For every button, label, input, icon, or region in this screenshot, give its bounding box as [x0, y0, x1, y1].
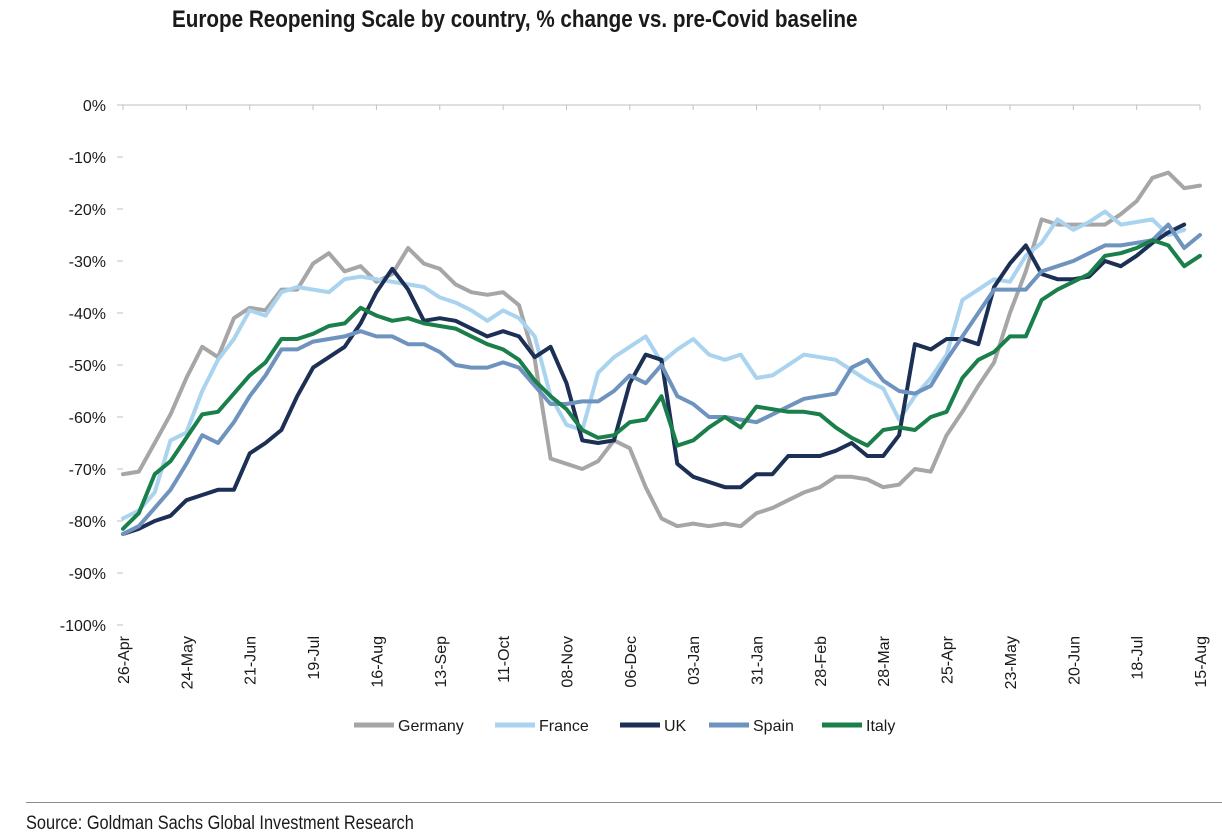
legend-label-spain: Spain	[753, 718, 794, 735]
y-tick-label: -90%	[69, 566, 106, 583]
legend-label-italy: Italy	[866, 718, 895, 735]
chart-title: Europe Reopening Scale by country, % cha…	[172, 6, 858, 33]
y-tick-label: -40%	[69, 306, 106, 323]
x-tick-label: 23-May	[1003, 636, 1020, 689]
series-layer	[121, 170, 1202, 536]
legend-label-france: France	[539, 718, 589, 735]
series-line-uk	[121, 222, 1187, 536]
x-tick-label: 31-Jan	[750, 636, 767, 685]
x-tick-label: 08-Nov	[559, 636, 576, 688]
x-tick-label: 25-Apr	[940, 635, 957, 684]
y-axis: 0% -10% -20% -30% -40% -50% -60% -70% -80% -90% -1…	[60, 98, 123, 635]
x-tick-label: 11-Oct	[496, 635, 513, 682]
x-tick-label: 20-Jun	[1066, 636, 1083, 685]
legend-label-germany: Germany	[398, 718, 464, 735]
y-tick-label: -80%	[69, 514, 106, 531]
line-chart: 0% -10% -20% -30% -40% -50% -60% -70% -80% -90% -1…	[60, 98, 1210, 735]
series-line-italy	[121, 238, 1202, 531]
legend-label-uk: UK	[664, 718, 687, 735]
legend: Germany France UK Spain Italy	[354, 718, 895, 735]
y-tick-label: -30%	[69, 254, 106, 271]
x-tick-label: 19-Jul	[306, 636, 323, 680]
x-tick-label: 16-Aug	[369, 636, 386, 688]
series-line-spain	[121, 222, 1202, 536]
y-tick-label: -50%	[69, 358, 106, 375]
x-tick-label: 26-Apr	[116, 635, 133, 684]
source-divider	[26, 802, 1222, 803]
x-tick-label: 13-Sep	[433, 636, 450, 688]
series-line-germany	[121, 170, 1202, 529]
y-tick-label: -10%	[69, 150, 106, 167]
y-tick-label: -60%	[69, 410, 106, 427]
source-note: Source: Goldman Sachs Global Investment …	[26, 813, 414, 834]
x-tick-label: 06-Dec	[623, 636, 640, 688]
x-tick-label: 28-Mar	[876, 635, 893, 686]
x-tick-label: 28-Feb	[813, 636, 830, 687]
x-tick-label: 15-Aug	[1193, 636, 1210, 688]
x-tick-label: 24-May	[179, 636, 196, 689]
x-tick-label: 21-Jun	[243, 636, 260, 685]
y-tick-label: -100%	[60, 618, 106, 635]
y-tick-label: 0%	[83, 98, 106, 115]
x-axis: 26-Apr 24-May 21-Jun 19-Jul 16-Aug 13-Sep 11-O…	[116, 104, 1210, 689]
y-tick-label: -70%	[69, 462, 106, 479]
x-tick-label: 18-Jul	[1130, 636, 1147, 680]
x-tick-label: 03-Jan	[686, 636, 703, 685]
y-tick-label: -20%	[69, 202, 106, 219]
series-line-france	[121, 209, 1187, 521]
